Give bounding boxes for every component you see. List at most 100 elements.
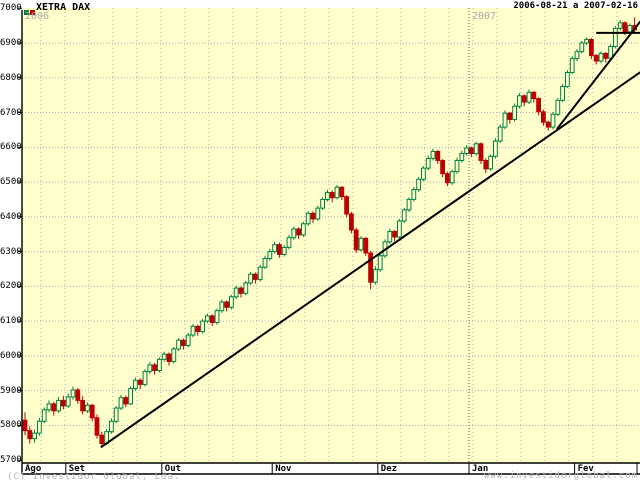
long-term-trendline [100, 71, 640, 449]
y-axis-label-5900: 5900 [0, 385, 22, 396]
candle-down [209, 315, 215, 324]
candle-up [171, 348, 177, 362]
candle-up [430, 150, 436, 159]
candle-down [603, 52, 609, 59]
month-label-nov: Nov [275, 464, 292, 474]
copyright-watermark: (C) Investidor Global, Lda. [7, 472, 181, 480]
candle-down [89, 404, 95, 419]
year-label-2007: 2007 [472, 11, 497, 22]
website-watermark: www.investidorglobal.com [483, 471, 638, 480]
candle-up [454, 159, 460, 173]
month-label-ago: Ago [25, 464, 42, 474]
candle-down [469, 147, 474, 155]
candle-down [344, 196, 350, 215]
down-candle-legend-icon [30, 10, 35, 15]
candle-up [598, 52, 604, 62]
candle-up [565, 72, 570, 87]
candle-up [205, 315, 210, 322]
candle-up [219, 301, 225, 312]
candle-down [622, 22, 628, 33]
candle-down [589, 38, 594, 56]
candle-down [349, 213, 354, 231]
candle-down [329, 191, 335, 199]
y-axis-label-5800: 5800 [0, 420, 22, 431]
candle-up [416, 178, 422, 191]
candle-up [85, 404, 90, 412]
candle-down [61, 399, 66, 407]
candle-up [406, 198, 412, 211]
candle-up [70, 389, 76, 398]
candle-down [277, 244, 282, 255]
candle-up [334, 186, 340, 199]
candle-down [368, 252, 374, 283]
candle-up [550, 113, 556, 128]
candle-up [613, 27, 618, 47]
candle-up [281, 246, 287, 255]
candle-up [555, 99, 561, 115]
candle-up [411, 189, 417, 200]
candle-up [233, 287, 239, 298]
candle-up [377, 255, 383, 271]
candle-up [358, 237, 364, 251]
candle-down [166, 353, 172, 362]
candle-up [257, 266, 263, 280]
candle-down [238, 287, 244, 294]
candle-up [502, 112, 508, 128]
candle-down [545, 121, 551, 128]
candle-down [80, 399, 85, 412]
candle-down [478, 143, 484, 161]
candle-down [536, 98, 542, 113]
candle-down [75, 389, 81, 401]
candle-up [305, 212, 311, 225]
candle-down [531, 91, 537, 100]
y-axis-label-6100: 6100 [0, 316, 22, 327]
candle-up [584, 38, 590, 44]
y-axis-label-6500: 6500 [0, 177, 22, 188]
candle-up [560, 85, 566, 101]
y-axis-label-6400: 6400 [0, 211, 22, 222]
up-candle-legend-icon [24, 10, 29, 15]
month-label-out: Out [164, 464, 182, 474]
candle-down [27, 430, 33, 440]
candle-up [627, 25, 633, 33]
candle-up [459, 153, 465, 161]
candle-up [449, 171, 455, 184]
candle-up [190, 325, 196, 336]
y-axis-label-6600: 6600 [0, 142, 22, 153]
candle-up [617, 22, 623, 29]
candle-up [113, 407, 119, 422]
candle-down [541, 111, 546, 123]
candle-up [325, 191, 330, 200]
candle-up [176, 339, 181, 350]
candle-up [267, 251, 273, 260]
candle-up [425, 157, 431, 169]
y-axis-label-6700: 6700 [0, 107, 22, 118]
candle-up [320, 198, 326, 209]
candle-up [147, 364, 153, 373]
month-label-set: Set [68, 464, 86, 474]
chart-header: XETRA DAX [24, 2, 90, 15]
candle-up [387, 230, 393, 243]
candle-up [243, 282, 249, 294]
candle-up [373, 269, 378, 283]
candle-up [118, 397, 124, 409]
plot-area [22, 8, 640, 463]
candle-down [137, 379, 143, 385]
candle-up [157, 358, 162, 372]
candle-down [593, 54, 599, 62]
candle-down [224, 301, 229, 308]
candle-down [253, 273, 258, 280]
candle-up [473, 143, 479, 155]
candle-down [123, 397, 129, 405]
y-axis-label-6800: 6800 [0, 72, 22, 83]
candle-down [435, 150, 441, 161]
candle-up [397, 220, 402, 238]
candle-up [128, 388, 133, 405]
y-axis-label-5700: 5700 [0, 455, 22, 466]
candle-up [41, 409, 47, 422]
candle-up [574, 51, 580, 60]
candle-down [195, 325, 201, 333]
month-label-dez: Dez [380, 464, 398, 474]
